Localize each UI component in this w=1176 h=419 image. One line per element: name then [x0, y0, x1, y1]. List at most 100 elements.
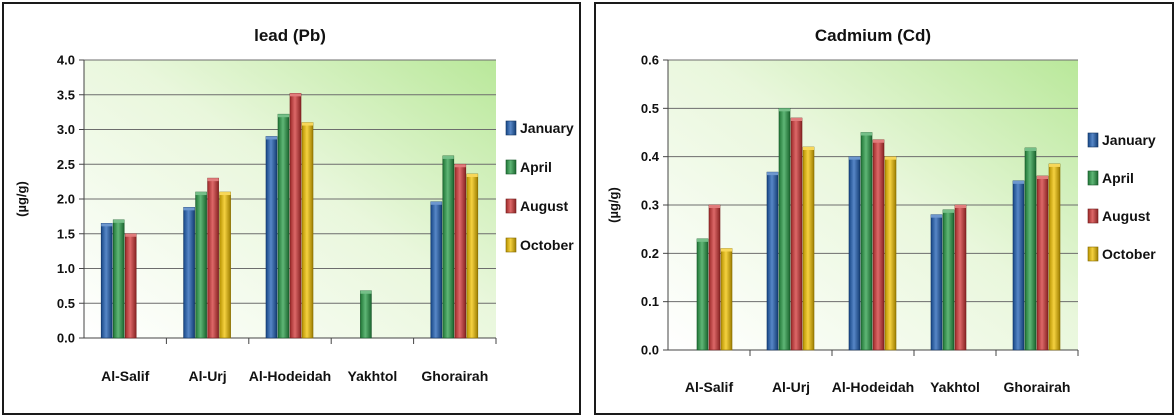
x-tick-label: Al-Salif	[101, 368, 150, 384]
bar-august-ghorairah	[1036, 175, 1049, 351]
y-tick-label: 4.0	[57, 53, 75, 68]
bar-top-highlight	[767, 172, 778, 176]
bar-top-highlight	[861, 132, 872, 136]
bar-top-highlight	[1025, 147, 1036, 151]
x-tick-label: Al-Salif	[685, 379, 734, 395]
bar-january-ghorairah	[430, 201, 443, 339]
bar-top-highlight	[1049, 163, 1060, 167]
bar-january-al-hodeidah	[265, 136, 278, 339]
bar-top-highlight	[442, 155, 454, 159]
bar-october-al-salif	[720, 248, 733, 351]
lead-chart: lead (Pb) 0.0 0.5 1.0 1.5 2.0 2.5 3.0 3.5 4.0 (µg/…	[14, 26, 574, 384]
x-tick-label: Al-Urj	[189, 368, 227, 384]
bar-october-al-hodeidah	[884, 156, 897, 351]
legend-label-august: August	[1102, 208, 1151, 224]
bar-april-al-hodeidah	[860, 132, 873, 351]
legend-label-october: October	[1102, 246, 1156, 262]
bar-august-ghorairah	[454, 163, 467, 339]
bar-october-ghorairah	[466, 173, 479, 339]
bar-october-al-urj	[219, 191, 231, 339]
legend-label-august: August	[520, 198, 569, 214]
y-tick-label: 1.0	[57, 261, 75, 276]
bar-april-al-urj	[778, 108, 791, 351]
bar-august-al-salif	[124, 233, 137, 339]
y-tick-label: 0.1	[641, 294, 659, 309]
lead-chart-panel: lead (Pb) 0.0 0.5 1.0 1.5 2.0 2.5 3.0 3.5 4.0 (µg/…	[2, 2, 581, 415]
y-tick-label: 1.5	[57, 226, 75, 241]
bar-top-highlight	[1037, 176, 1048, 179]
bar-january-al-salif	[100, 223, 113, 339]
bar-october-ghorairah	[1048, 163, 1061, 351]
bar-april-ghorairah	[442, 155, 455, 339]
legend-swatch-october	[505, 237, 517, 253]
bar-april-al-hodeidah	[277, 113, 290, 339]
bar-april-ghorairah	[1024, 147, 1037, 351]
bar-april-yakhtol	[942, 209, 955, 351]
bar-top-highlight	[266, 136, 277, 140]
legend-swatch-august	[1087, 208, 1099, 224]
bar-top-highlight	[709, 205, 720, 208]
bar-august-al-urj	[207, 177, 219, 339]
x-tick-label: Yakhtol	[348, 368, 398, 384]
bar-august-al-hodeidah	[289, 93, 302, 339]
bar-january-al-urj	[183, 207, 195, 339]
legend-label-april: April	[520, 159, 552, 175]
bar-top-highlight	[885, 156, 896, 160]
bar-top-highlight	[125, 233, 137, 237]
bar-august-al-salif	[708, 204, 721, 351]
legend-swatch-august	[505, 198, 517, 214]
y-tick-label: 0.5	[57, 296, 75, 311]
cadmium-chart: Cadmium (Cd) 0.0 0.1 0.2 0.3 0.4 0.5 0.6 (µg/g) A…	[606, 26, 1156, 395]
bar-top-highlight	[873, 139, 884, 143]
bar-top-highlight	[721, 248, 732, 252]
bar-top-highlight	[454, 164, 466, 168]
bar-top-highlight	[697, 238, 708, 242]
chart-title: lead (Pb)	[254, 26, 326, 45]
bar-august-yakhtol	[954, 204, 967, 351]
bar-april-al-urj	[195, 191, 207, 339]
legend-swatch-january	[505, 120, 517, 136]
y-tick-label: 0.5	[641, 101, 659, 116]
bar-top-highlight	[302, 122, 313, 126]
y-tick-label: 0.3	[641, 198, 659, 213]
y-axis-label: (µg/g)	[14, 181, 29, 217]
bar-top-highlight	[931, 214, 942, 218]
bar-top-highlight	[219, 192, 231, 196]
x-tick-label: Yakhtol	[930, 379, 980, 395]
bar-top-highlight	[803, 147, 814, 150]
x-tick-label: Ghorairah	[421, 368, 488, 384]
y-tick-label: 2.0	[57, 192, 75, 207]
bar-top-highlight	[779, 108, 790, 112]
y-tick-label: 0.0	[641, 343, 659, 358]
bar-top-highlight	[943, 209, 954, 213]
bar-top-highlight	[113, 219, 125, 223]
bar-april-al-salif	[112, 219, 125, 339]
bar-top-highlight	[278, 114, 289, 118]
legend-swatch-january	[1087, 132, 1099, 148]
bar-april-al-salif	[696, 238, 709, 351]
y-tick-label: 3.0	[57, 122, 75, 137]
legend-label-january: January	[1102, 132, 1156, 148]
legend-label-april: April	[1102, 170, 1134, 186]
bar-january-ghorairah	[1012, 180, 1025, 351]
legend-swatch-october	[1087, 246, 1099, 262]
bar-january-al-urj	[766, 171, 779, 351]
legend-swatch-april	[505, 159, 517, 175]
y-axis-label: (µg/g)	[606, 187, 621, 223]
x-tick-label: Al-Hodeidah	[249, 368, 331, 384]
x-tick-label: Al-Hodeidah	[832, 379, 914, 395]
bar-top-highlight	[430, 201, 442, 205]
y-tick-label: 2.5	[57, 157, 75, 172]
cadmium-chart-panel: Cadmium (Cd) 0.0 0.1 0.2 0.3 0.4 0.5 0.6 (µg/g) A…	[594, 2, 1174, 415]
bar-top-highlight	[955, 205, 966, 208]
legend-swatch-april	[1087, 170, 1099, 186]
legend-label-october: October	[520, 237, 574, 253]
bar-january-yakhtol	[930, 214, 943, 351]
bar-august-al-hodeidah	[872, 139, 885, 351]
bar-october-al-hodeidah	[301, 122, 314, 339]
y-tick-label: 0.0	[57, 331, 75, 346]
y-tick-label: 3.5	[57, 87, 75, 102]
x-tick-label: Al-Urj	[772, 379, 810, 395]
bar-top-highlight	[849, 156, 860, 160]
bar-top-highlight	[183, 207, 195, 211]
